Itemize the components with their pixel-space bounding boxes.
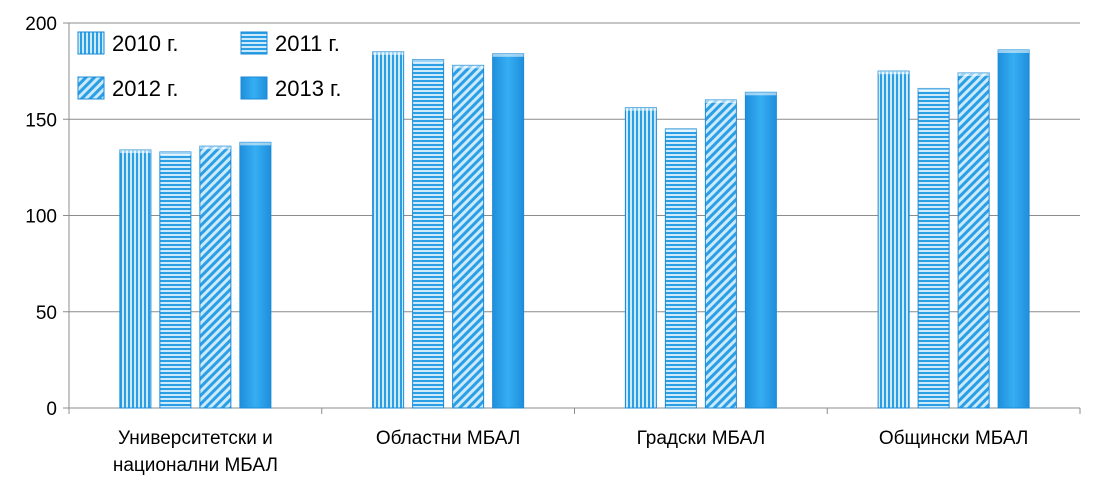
y-tick-label: 200 <box>25 14 57 35</box>
x-tick-label: Университетски и национални МБАЛ <box>113 428 278 476</box>
bar <box>917 87 950 409</box>
x-tick-label-line: Общински МБАЛ <box>879 428 1029 449</box>
axis-labels: 0 50 100 150 200 Университетски и национални М… <box>25 14 1028 476</box>
bar <box>704 99 737 409</box>
bar-cap <box>199 146 231 150</box>
axes <box>63 22 1081 414</box>
y-tick-label: 0 <box>46 399 57 420</box>
bar-cap <box>159 151 191 155</box>
bar <box>119 149 152 409</box>
legend-label: 2012 г. <box>112 76 179 101</box>
legend-swatch <box>240 76 268 100</box>
bar <box>239 141 272 409</box>
legend-label: 2010 г. <box>112 31 179 56</box>
y-tick-label: 100 <box>25 207 57 228</box>
y-tick-label: 50 <box>36 303 57 324</box>
bar-cap <box>625 107 657 111</box>
bars <box>119 49 1030 409</box>
x-tick-label-line: национални МБАЛ <box>113 455 278 476</box>
x-tick-label-line: Градски МБАЛ <box>637 428 766 449</box>
bar <box>452 64 485 409</box>
x-tick-label: Общински МБАЛ <box>879 428 1029 449</box>
legend-swatch <box>77 31 105 55</box>
bar-cap <box>239 142 271 146</box>
bar <box>492 53 525 409</box>
bar-cap <box>492 53 524 57</box>
legend: 2010 г. 2011 г. 2012 г. 2013 г. <box>77 31 342 101</box>
bar <box>664 128 697 409</box>
bar <box>997 49 1030 409</box>
bar-cap <box>998 49 1030 53</box>
bar-cap <box>958 73 990 77</box>
x-tick-label: Областни МБАЛ <box>376 428 521 449</box>
bar-cap <box>372 51 404 55</box>
bar-cap <box>918 88 950 92</box>
legend-label: 2013 г. <box>275 76 342 101</box>
legend-label: 2011 г. <box>275 31 340 56</box>
bar-cap <box>705 100 737 103</box>
bar <box>957 72 990 409</box>
y-tick-label: 150 <box>25 110 57 131</box>
bar <box>412 59 445 409</box>
x-tick-label-line: Областни МБАЛ <box>376 428 521 449</box>
x-tick-label: Градски МБАЛ <box>637 428 766 449</box>
bar-cap <box>119 150 151 154</box>
gridlines <box>69 22 1080 313</box>
bar <box>744 91 777 409</box>
x-tick-label-line: Университетски и <box>118 428 273 449</box>
bar-cap <box>878 71 910 75</box>
bar <box>199 145 232 409</box>
bar <box>159 151 192 409</box>
legend-swatch <box>240 31 268 55</box>
bar <box>877 70 910 409</box>
legend-swatch <box>77 76 105 100</box>
bar <box>372 51 405 409</box>
bar-cap <box>665 128 697 132</box>
bar-cap <box>412 59 444 63</box>
bar <box>624 107 657 409</box>
bar-cap <box>452 65 484 69</box>
bar-cap <box>745 92 777 96</box>
